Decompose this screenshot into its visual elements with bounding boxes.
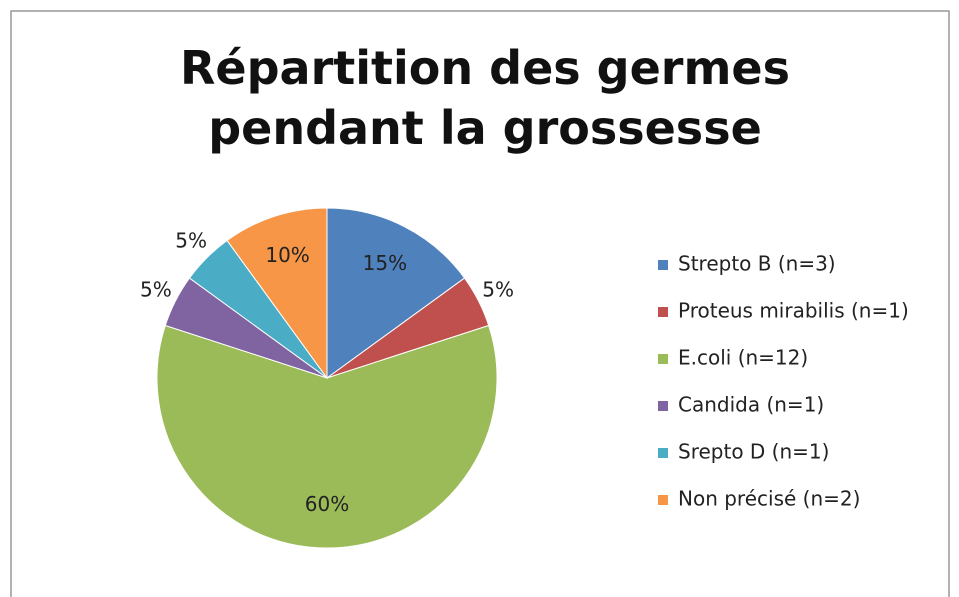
chart-frame	[10, 10, 950, 597]
legend-label: E.coli (n=12)	[678, 346, 808, 370]
chart-title: Répartition des germes pendant la grosse…	[180, 41, 790, 155]
legend-swatch	[658, 354, 668, 364]
legend-label: Strepto B (n=3)	[678, 252, 836, 276]
data-label: 5%	[175, 229, 207, 253]
legend-swatch	[658, 307, 668, 317]
data-label: 5%	[140, 277, 172, 301]
pie-slice	[226, 207, 328, 380]
legend-label: Candida (n=1)	[678, 393, 824, 417]
data-label: 15%	[363, 251, 407, 275]
legend-swatch	[658, 401, 668, 411]
pie-slice	[326, 207, 466, 379]
data-label: 10%	[265, 243, 309, 267]
legend-swatch	[658, 448, 668, 458]
data-label: 5%	[482, 277, 514, 301]
legend-swatch	[658, 495, 668, 505]
data-label: 60%	[305, 492, 349, 516]
legend-swatch	[658, 260, 668, 270]
legend-label: Non précisé (n=2)	[678, 487, 860, 511]
legend-label: Srepto D (n=1)	[678, 440, 829, 464]
pie-slice	[156, 324, 498, 549]
legend-label: Proteus mirabilis (n=1)	[678, 299, 909, 323]
